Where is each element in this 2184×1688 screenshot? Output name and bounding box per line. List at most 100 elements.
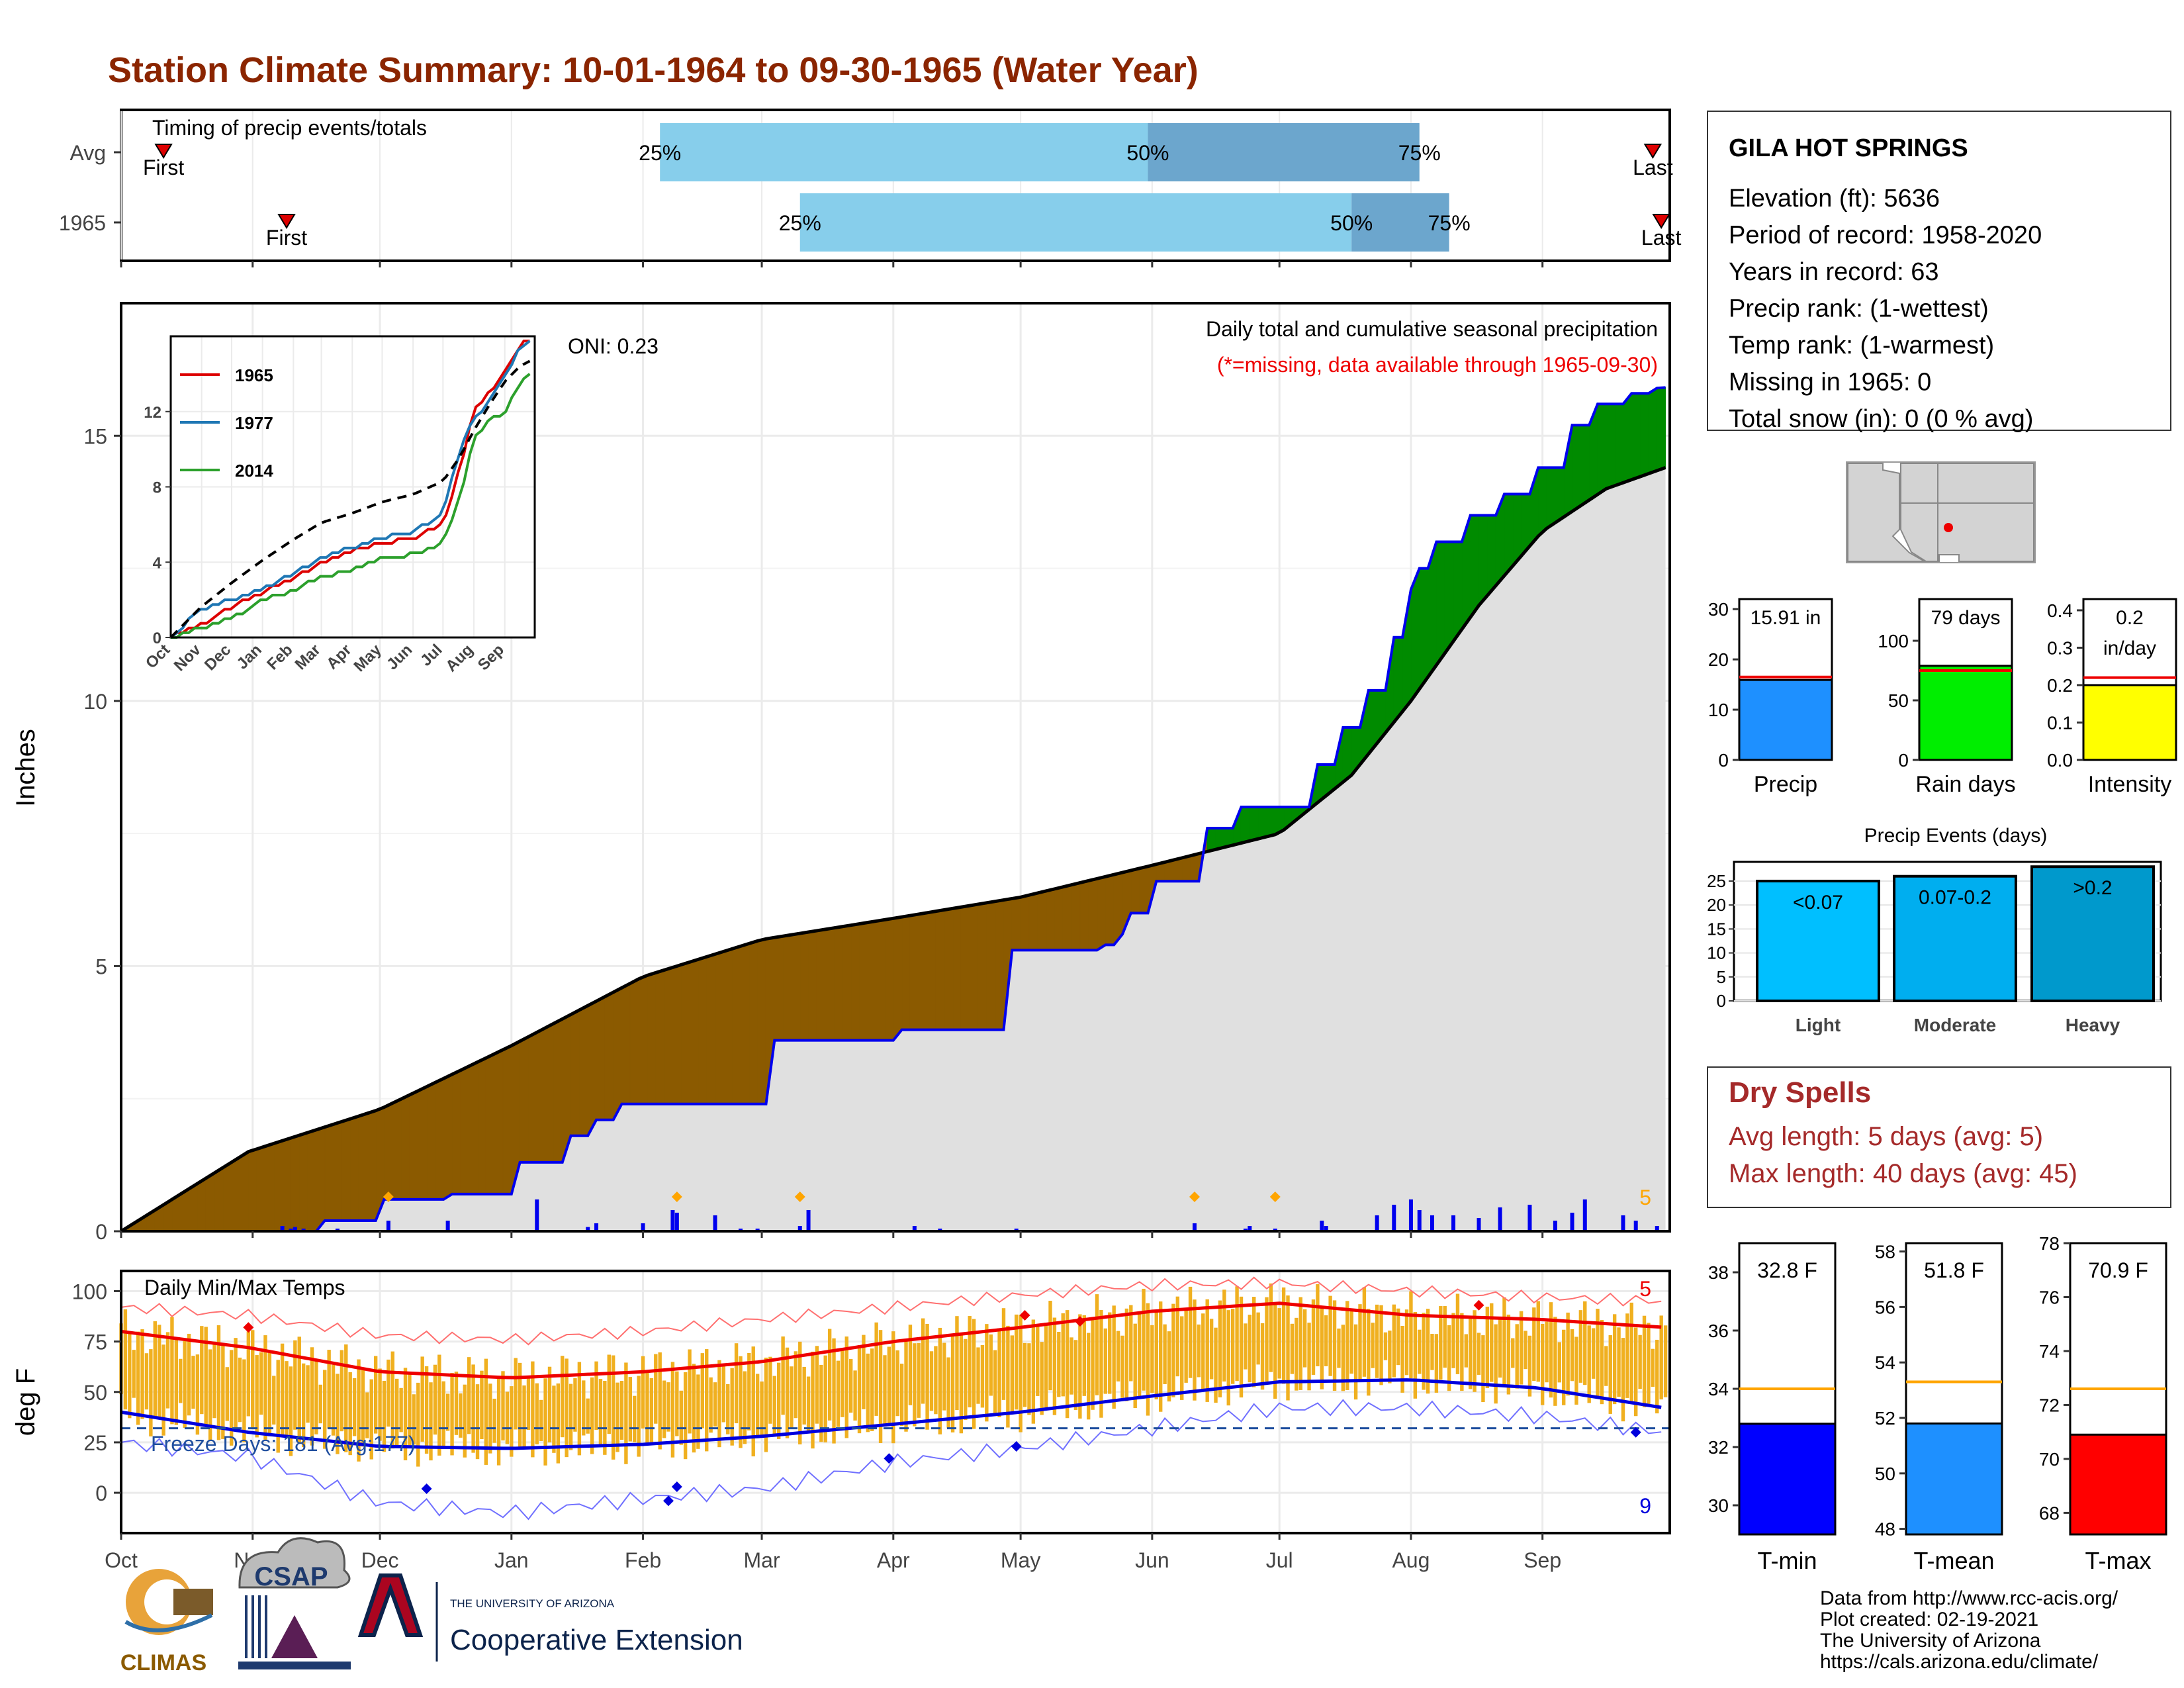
daily-precip-bar — [293, 1227, 297, 1231]
ua-big-text: Cooperative Extension — [450, 1624, 743, 1656]
record-precip-marker — [671, 1192, 682, 1202]
inset-legend-label: 2014 — [235, 461, 273, 481]
timing-p50-label: 50% — [1330, 211, 1373, 235]
deficit-area — [316, 1126, 326, 1233]
summary-y-tick-label: 0.0 — [2047, 750, 2073, 771]
summary-y-tick-label: 0.3 — [2047, 637, 2073, 658]
deficit-area — [1139, 866, 1148, 914]
deficit-area — [927, 911, 936, 1031]
daily-temp-bar — [1642, 1315, 1647, 1407]
daily-temp-bar — [887, 1346, 891, 1424]
daily-temp-bar — [577, 1362, 582, 1456]
surplus-area — [1479, 514, 1488, 607]
deficit-area — [808, 930, 817, 1041]
event-bar — [1756, 879, 1880, 1003]
summary-y-tick-label: 30 — [1708, 599, 1729, 620]
daily-temp-bar — [1252, 1297, 1256, 1387]
daily-temp-bar — [670, 1362, 675, 1458]
summary-category-label: Precip — [1754, 772, 1817, 797]
daily-temp-bar — [730, 1368, 734, 1446]
record-precip-marker — [383, 1192, 394, 1202]
deficit-area — [383, 1102, 393, 1200]
daily-temp-bar — [1256, 1312, 1260, 1365]
daily-temp-bar — [179, 1358, 183, 1403]
daily-temp-bar — [925, 1323, 929, 1430]
daily-temp-bar — [815, 1346, 819, 1424]
daily-temp-bar — [1349, 1309, 1353, 1374]
footer-created: Plot created: 02-19-2021 — [1820, 1609, 2038, 1630]
daily-temp-bar — [327, 1350, 331, 1429]
daily-temp-bar — [1600, 1320, 1604, 1405]
daily-temp-bar — [1353, 1324, 1358, 1400]
daily-temp-bar — [1515, 1324, 1519, 1389]
temp-summary-y-tick-label: 38 — [1708, 1262, 1729, 1283]
temp-summary-y-tick-label: 76 — [2039, 1287, 2060, 1307]
daily-temp-bar — [683, 1372, 688, 1460]
daily-temp-bar — [721, 1364, 726, 1423]
daily-temp-bar — [522, 1385, 526, 1448]
deficit-area — [451, 1070, 461, 1195]
daily-temp-bar — [853, 1370, 857, 1421]
deficit-area — [349, 1115, 359, 1221]
month-tick-label: Oct — [105, 1548, 138, 1572]
daily-temp-bar — [1265, 1297, 1269, 1382]
dry-spells-box: Dry Spells Avg length: 5 days (avg: 5) M… — [1707, 1066, 2171, 1208]
summary-y-tick-label: 10 — [1708, 700, 1729, 720]
deficit-area — [469, 1061, 478, 1195]
first-label: First — [143, 156, 184, 179]
freeze-days-label: Freeze Days: 181 (Avg:177) — [151, 1432, 416, 1456]
daily-temp-bar — [747, 1352, 751, 1430]
deficit-area — [791, 933, 801, 1041]
deficit-area — [587, 1000, 597, 1137]
daily-temp-bar — [1116, 1331, 1120, 1382]
daily-temp-bar — [408, 1372, 412, 1446]
daily-precip-bar — [280, 1225, 285, 1231]
temp-heading: Daily Min/Max Temps — [144, 1276, 345, 1299]
daily-temp-bar — [913, 1343, 917, 1427]
daily-temp-bar — [1222, 1289, 1226, 1382]
deficit-area — [358, 1113, 368, 1221]
surplus-area — [1606, 403, 1615, 490]
oni-label: ONI: 0.23 — [568, 334, 659, 358]
temp-panel: deg F 0 25 50 75 100 Daily Min/Max Temps Fre… — [11, 1270, 1671, 1572]
daily-precip-bar — [1477, 1217, 1481, 1231]
daily-temp-bar — [153, 1321, 157, 1417]
daily-temp-bar — [225, 1367, 229, 1421]
daily-temp-bar — [412, 1394, 416, 1445]
daily-temp-bar — [641, 1356, 645, 1429]
station-info-line: Precip rank: (1-wettest) — [1729, 295, 1989, 323]
footer-credits: Data from http://www.rcc-acis.org/ Plot … — [1820, 1587, 2118, 1673]
daily-temp-bar — [1447, 1325, 1451, 1391]
daily-temp-bar — [556, 1383, 561, 1464]
daily-temp-bar — [1371, 1323, 1375, 1368]
daily-temp-bar — [1481, 1335, 1485, 1403]
temp-summary-y-tick-label: 48 — [1875, 1519, 1895, 1540]
daily-temp-bar — [395, 1378, 399, 1447]
daily-precip-bar — [797, 1225, 802, 1231]
temp-summary-y-tick-label: 50 — [1875, 1464, 1895, 1484]
daily-temp-bar — [365, 1392, 369, 1438]
timing-p75-label: 75% — [1398, 141, 1441, 165]
daily-temp-bar — [1409, 1291, 1413, 1379]
record-high-marker — [1074, 1316, 1085, 1327]
daily-temp-bar — [357, 1359, 361, 1462]
inset-y-tick-label: 4 — [153, 554, 162, 572]
timing-bar-25-50 — [660, 123, 1148, 181]
daily-precip-bar — [806, 1209, 811, 1231]
daily-temp-bar — [132, 1350, 136, 1398]
daily-precip-bar — [1451, 1215, 1456, 1231]
daily-temp-bar — [1455, 1293, 1460, 1374]
daily-temp-bar — [136, 1331, 140, 1425]
deficit-area — [400, 1094, 410, 1200]
deficit-area — [290, 1135, 300, 1232]
daily-temp-bar — [1171, 1303, 1175, 1397]
station-info-line: Period of record: 1958-2020 — [1729, 222, 2042, 250]
record-low-marker — [1011, 1441, 1022, 1452]
record-high-marker — [1473, 1299, 1484, 1311]
daily-temp-bar — [1086, 1333, 1091, 1420]
daily-temp-bar — [484, 1358, 488, 1465]
deficit-area — [918, 912, 928, 1031]
surplus-area — [1614, 403, 1623, 487]
daily-temp-bar — [811, 1351, 815, 1449]
daily-temp-bar — [433, 1364, 437, 1435]
